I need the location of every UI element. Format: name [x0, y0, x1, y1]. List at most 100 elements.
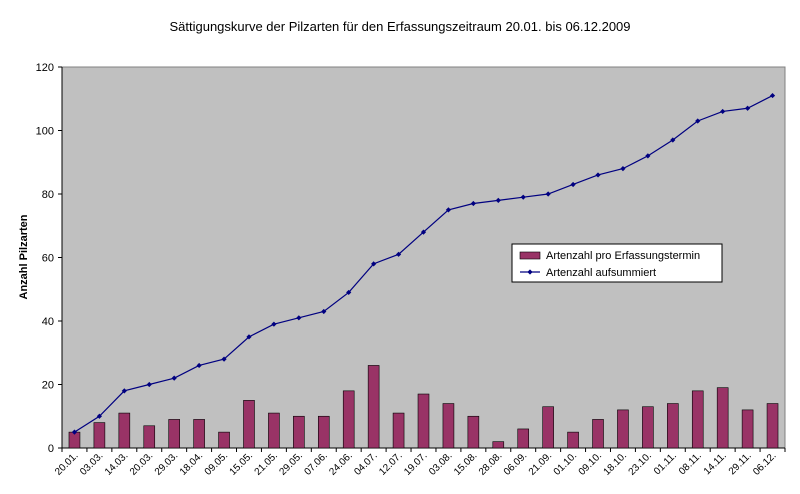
- bar: [417, 393, 430, 449]
- bar: [93, 422, 106, 449]
- bar: [392, 412, 405, 449]
- bar: [143, 425, 156, 449]
- legend-label-line: Artenzahl aufsummiert: [546, 267, 656, 279]
- legend-label-bar: Artenzahl pro Erfassungstermin: [546, 250, 700, 262]
- x-tick-label: 04.07.: [352, 450, 379, 477]
- line-point: [121, 388, 127, 394]
- x-tick-label: 06.09.: [502, 450, 529, 477]
- x-tick-label: 01.10.: [552, 450, 579, 477]
- x-tick-label: 15.08.: [452, 450, 479, 477]
- bar: [342, 390, 355, 449]
- line-point: [371, 261, 377, 267]
- line-point: [346, 289, 352, 296]
- bar: [667, 403, 679, 449]
- x-tick-label: 21.05.: [253, 450, 280, 477]
- line-point: [196, 362, 202, 369]
- chart-title: Sättigungskurve der Pilzarten für den Er…: [169, 19, 630, 34]
- x-tick-label: 03.08.: [427, 450, 454, 477]
- bar: [542, 406, 554, 449]
- line-point: [445, 207, 452, 213]
- bar: [118, 412, 131, 449]
- x-tick-label: 20.01.: [53, 450, 80, 477]
- line-point: [720, 108, 726, 115]
- bar: [293, 415, 305, 449]
- line-point: [171, 375, 177, 381]
- line-point: [645, 153, 651, 159]
- legend: Artenzahl pro Erfassungstermin Artenzahl …: [511, 243, 723, 283]
- y-tick-label: 120: [36, 62, 54, 74]
- bar: [617, 409, 629, 449]
- line-point: [395, 251, 402, 257]
- bar: [367, 365, 380, 449]
- legend-swatch-marker: [527, 269, 533, 275]
- x-tick-label: 14.03.: [103, 450, 130, 477]
- bar: [691, 390, 704, 449]
- x-tick-label: 29.05.: [278, 450, 305, 477]
- bar: [317, 415, 330, 449]
- line-point: [221, 356, 227, 362]
- bar: [193, 419, 205, 449]
- bar: [716, 387, 729, 449]
- line-point: [545, 191, 551, 197]
- bar: [517, 428, 530, 449]
- x-tick-label: 19.07.: [402, 450, 429, 477]
- line-point: [296, 315, 302, 321]
- x-tick-label: 07.06.: [302, 450, 329, 477]
- line-point: [670, 137, 676, 143]
- line-point: [620, 166, 626, 172]
- bar: [268, 412, 280, 449]
- x-tick-label: 20.03.: [128, 450, 155, 477]
- line-point: [769, 92, 776, 99]
- line-point: [271, 321, 277, 327]
- bar: [243, 400, 255, 449]
- x-tick-label: 23.10.: [627, 450, 654, 477]
- bar: [467, 415, 480, 449]
- x-tick-label: 29.11.: [727, 450, 754, 477]
- y-axis-label: Anzahl Pilzarten: [18, 214, 30, 299]
- x-tick-label: 29.03.: [153, 450, 180, 477]
- x-tick-label: 09.10.: [577, 450, 604, 477]
- bar: [168, 419, 180, 449]
- x-axis: 20.01.03.03.14.03.20.03.29.03.18.04.09.0…: [53, 447, 786, 478]
- line-point: [570, 181, 576, 188]
- y-tick-label: 100: [36, 126, 54, 138]
- bar: [218, 431, 230, 449]
- y-tick-label: 80: [42, 189, 54, 201]
- bar: [442, 403, 455, 449]
- x-tick-label: 18.04.: [178, 450, 205, 477]
- bar-series: [68, 365, 779, 449]
- y-tick-label: 0: [48, 443, 54, 455]
- x-tick-label: 12.07.: [377, 450, 404, 477]
- x-tick-label: 28.08.: [477, 450, 504, 477]
- x-tick-label: 15.05.: [228, 450, 255, 477]
- bar: [567, 431, 579, 449]
- line-point: [495, 197, 501, 203]
- x-tick-label: 01.11.: [652, 450, 679, 477]
- y-tick-label: 20: [42, 380, 54, 392]
- line-point: [420, 229, 427, 235]
- legend-swatch-bar: [519, 251, 541, 260]
- x-tick-label: 14.11.: [702, 450, 729, 477]
- x-tick-label: 03.03.: [78, 450, 105, 477]
- x-tick-label: 24.06.: [327, 450, 354, 477]
- x-tick-label: 06.12.: [751, 450, 778, 477]
- legend-box: [511, 243, 723, 283]
- line-point: [246, 334, 252, 340]
- line-point: [470, 200, 476, 207]
- line-point: [520, 194, 526, 200]
- line-point: [321, 308, 327, 315]
- line-point: [745, 105, 751, 111]
- line-point: [595, 172, 601, 178]
- bar: [766, 403, 779, 449]
- line-point: [146, 381, 152, 388]
- bar: [642, 406, 654, 449]
- x-tick-label: 21.09.: [527, 450, 554, 477]
- y-tick-label: 60: [42, 253, 54, 265]
- x-tick-label: 18.10.: [602, 450, 629, 477]
- bar: [492, 441, 505, 449]
- x-tick-label: 09.05.: [203, 450, 230, 477]
- y-tick-label: 40: [42, 316, 54, 328]
- bar: [592, 419, 604, 449]
